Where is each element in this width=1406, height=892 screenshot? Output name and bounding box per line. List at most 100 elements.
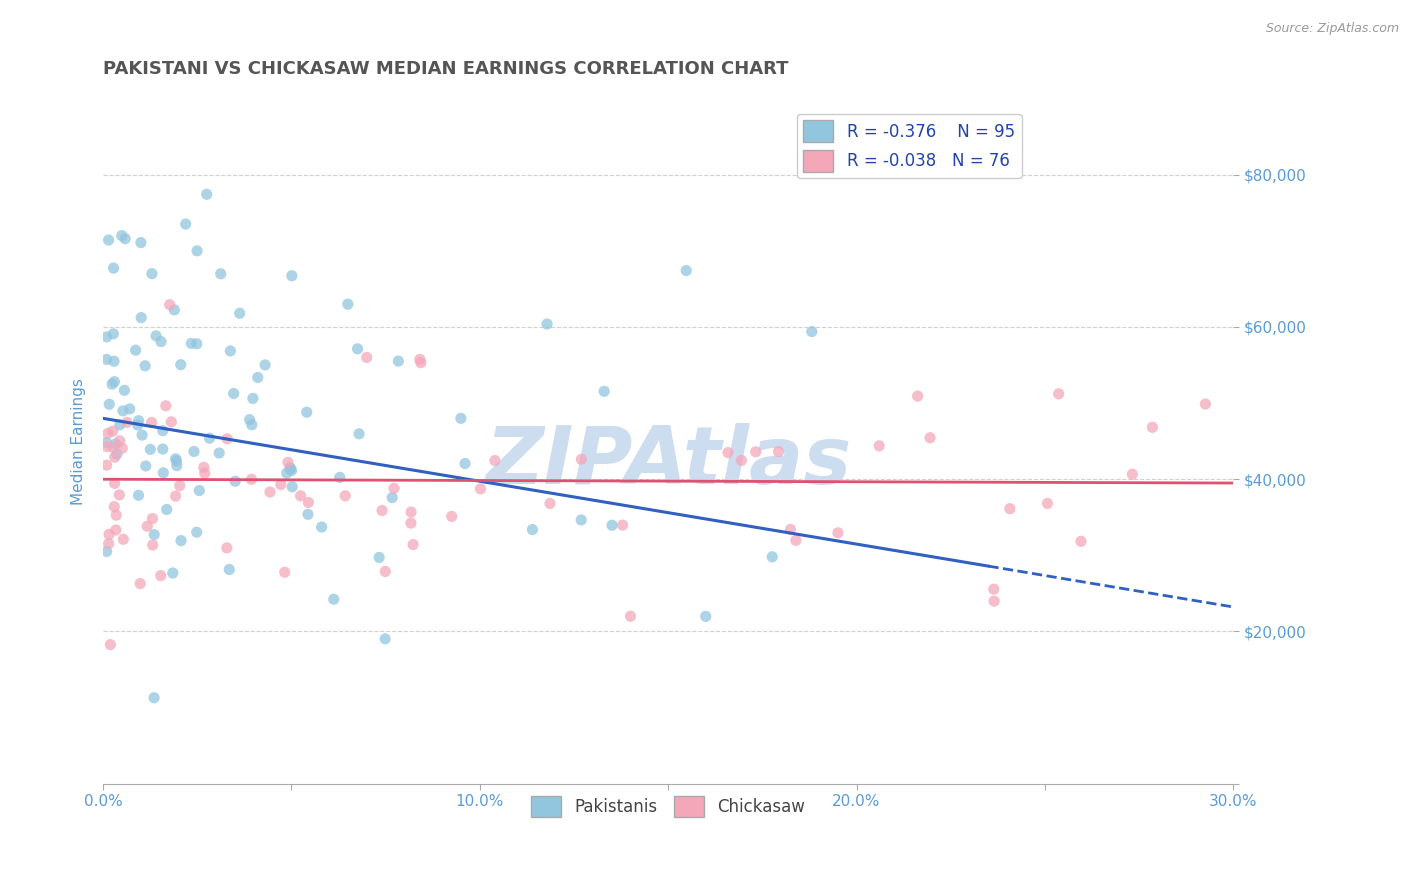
Point xyxy=(198,431,221,445)
Point xyxy=(538,496,561,510)
Point xyxy=(522,523,544,537)
Point xyxy=(224,474,246,488)
Point xyxy=(827,525,849,540)
Point xyxy=(108,417,131,432)
Point xyxy=(368,550,391,565)
Legend: Pakistanis, Chickasaw: Pakistanis, Chickasaw xyxy=(524,789,811,823)
Point xyxy=(103,500,125,514)
Point xyxy=(111,404,134,418)
Point xyxy=(108,488,131,502)
Point xyxy=(374,565,396,579)
Point xyxy=(104,437,127,451)
Point xyxy=(101,424,124,438)
Point xyxy=(409,356,432,370)
Point xyxy=(165,451,187,466)
Point xyxy=(128,414,150,428)
Point xyxy=(240,472,263,486)
Point xyxy=(103,326,125,341)
Point xyxy=(399,516,422,530)
Point xyxy=(129,576,152,591)
Point xyxy=(97,536,120,550)
Point xyxy=(454,457,477,471)
Point xyxy=(188,483,211,498)
Y-axis label: Median Earnings: Median Earnings xyxy=(72,377,86,505)
Point xyxy=(159,298,181,312)
Point xyxy=(129,310,152,325)
Point xyxy=(218,562,240,576)
Point xyxy=(907,389,929,403)
Point xyxy=(374,632,396,646)
Point xyxy=(98,527,121,541)
Point xyxy=(222,386,245,401)
Point xyxy=(152,442,174,456)
Point xyxy=(259,485,281,500)
Point xyxy=(240,417,263,432)
Point xyxy=(571,452,593,467)
Point xyxy=(278,460,301,475)
Point xyxy=(183,444,205,458)
Point xyxy=(346,342,368,356)
Point xyxy=(124,343,146,358)
Point xyxy=(96,330,118,344)
Point xyxy=(103,261,125,276)
Point xyxy=(103,375,125,389)
Point xyxy=(347,426,370,441)
Point xyxy=(1070,534,1092,549)
Point xyxy=(114,232,136,246)
Point xyxy=(96,435,118,450)
Point xyxy=(136,519,159,533)
Point xyxy=(761,549,783,564)
Point xyxy=(600,518,623,533)
Point xyxy=(145,329,167,343)
Point xyxy=(276,466,298,480)
Point xyxy=(155,399,177,413)
Point xyxy=(135,458,157,473)
Point xyxy=(129,235,152,250)
Point xyxy=(281,268,304,283)
Point xyxy=(779,522,801,536)
Point xyxy=(98,397,121,411)
Point xyxy=(281,480,304,494)
Point xyxy=(322,592,344,607)
Point xyxy=(254,358,277,372)
Point xyxy=(387,354,409,368)
Point xyxy=(112,384,135,398)
Point xyxy=(170,533,193,548)
Point xyxy=(484,453,506,467)
Point xyxy=(335,489,357,503)
Point xyxy=(111,442,134,456)
Point xyxy=(139,442,162,457)
Point xyxy=(270,477,292,491)
Point xyxy=(1121,467,1143,482)
Point xyxy=(162,566,184,580)
Point xyxy=(160,415,183,429)
Point xyxy=(215,541,238,555)
Point xyxy=(297,508,319,522)
Point xyxy=(156,502,179,516)
Point xyxy=(868,439,890,453)
Point xyxy=(440,509,463,524)
Point xyxy=(101,440,124,454)
Point xyxy=(730,453,752,467)
Point xyxy=(194,466,217,480)
Point xyxy=(169,478,191,492)
Point xyxy=(186,336,208,351)
Point xyxy=(143,690,166,705)
Point xyxy=(290,489,312,503)
Point xyxy=(104,523,127,537)
Point xyxy=(209,267,232,281)
Point xyxy=(152,466,174,480)
Point xyxy=(104,450,127,465)
Point xyxy=(186,525,208,540)
Point xyxy=(96,440,118,454)
Point xyxy=(180,336,202,351)
Point xyxy=(96,458,118,472)
Point xyxy=(695,609,717,624)
Point xyxy=(295,405,318,419)
Point xyxy=(142,538,165,552)
Point xyxy=(141,267,163,281)
Point xyxy=(612,518,634,533)
Point xyxy=(409,352,432,367)
Point xyxy=(127,417,149,432)
Point xyxy=(118,401,141,416)
